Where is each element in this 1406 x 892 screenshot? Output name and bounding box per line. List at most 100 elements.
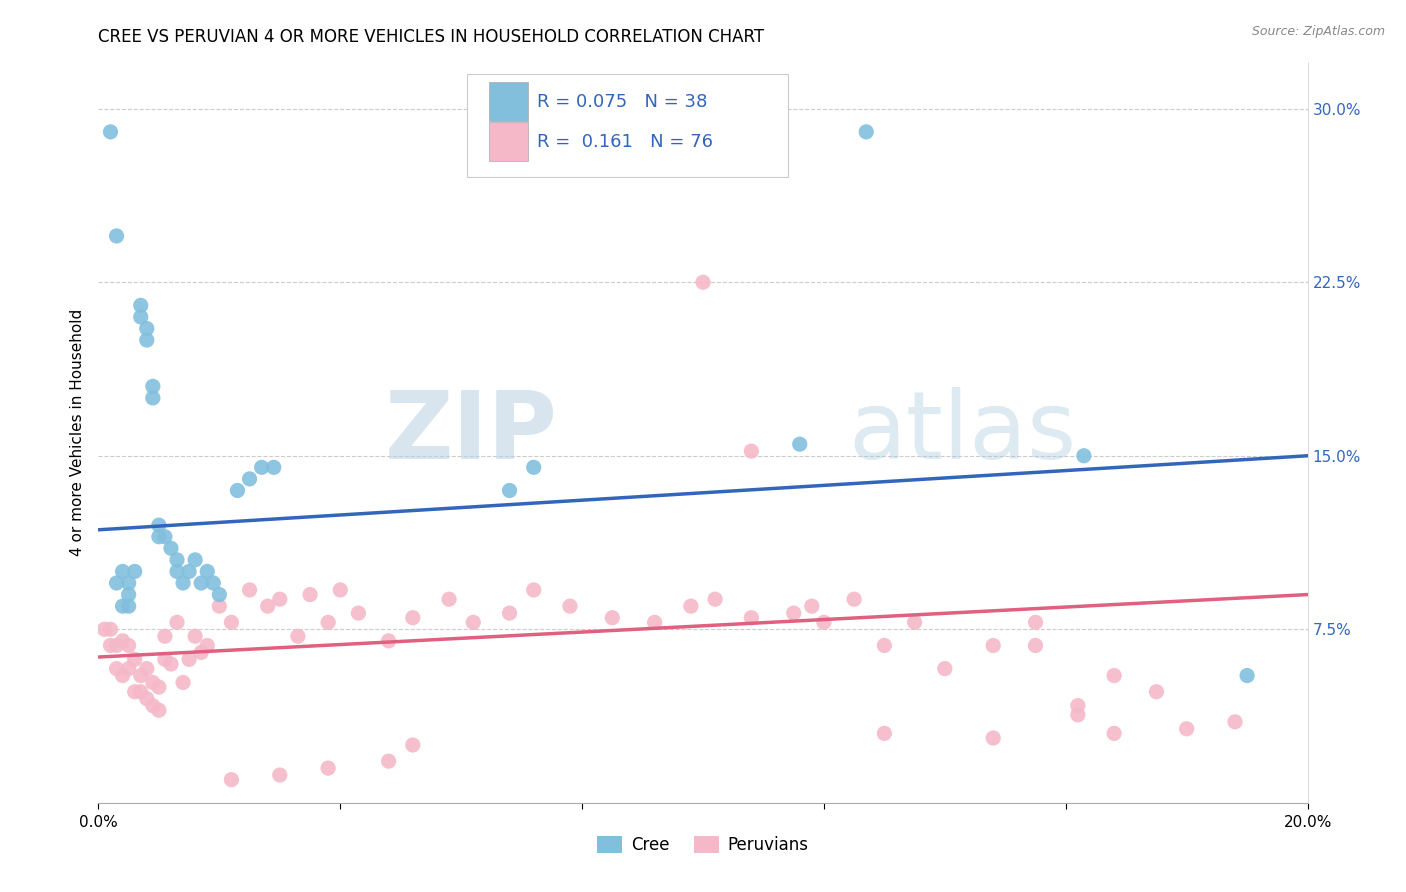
- Point: [813, 615, 835, 630]
- Point: [239, 582, 262, 597]
- Point: [221, 615, 243, 630]
- Point: [166, 565, 188, 579]
- Point: [142, 698, 165, 713]
- Point: [316, 761, 339, 775]
- Point: [100, 622, 122, 636]
- Point: [316, 615, 339, 630]
- Point: [239, 472, 262, 486]
- Point: [904, 615, 927, 630]
- Point: [783, 606, 806, 620]
- Point: [111, 565, 134, 579]
- Point: [602, 610, 624, 624]
- FancyBboxPatch shape: [467, 73, 787, 178]
- Point: [523, 582, 546, 597]
- Point: [105, 229, 128, 244]
- Point: [135, 333, 157, 347]
- Point: [118, 599, 141, 614]
- Point: [202, 576, 225, 591]
- Point: [153, 652, 176, 666]
- Point: [347, 606, 370, 620]
- Point: [226, 483, 249, 498]
- Point: [789, 437, 811, 451]
- Point: [105, 576, 128, 591]
- Legend: Cree, Peruvians: Cree, Peruvians: [591, 830, 815, 861]
- Point: [93, 622, 115, 636]
- Point: [873, 726, 896, 740]
- Point: [148, 530, 170, 544]
- Point: [800, 599, 823, 614]
- Point: [299, 588, 322, 602]
- Point: [179, 652, 201, 666]
- Point: [105, 639, 128, 653]
- Point: [195, 639, 218, 653]
- Point: [463, 615, 485, 630]
- Text: ZIP: ZIP: [385, 386, 558, 479]
- Point: [111, 668, 134, 682]
- Text: Source: ZipAtlas.com: Source: ZipAtlas.com: [1251, 25, 1385, 38]
- Point: [124, 565, 146, 579]
- Point: [523, 460, 546, 475]
- Point: [111, 599, 134, 614]
- Point: [1024, 615, 1046, 630]
- Point: [160, 657, 183, 671]
- Point: [1223, 714, 1246, 729]
- Point: [129, 310, 152, 324]
- Point: [118, 588, 141, 602]
- Point: [118, 639, 141, 653]
- Point: [100, 125, 122, 139]
- Point: [184, 629, 207, 643]
- Point: [148, 703, 170, 717]
- Point: [118, 662, 141, 676]
- Point: [135, 662, 157, 676]
- Point: [287, 629, 309, 643]
- Point: [855, 125, 877, 139]
- Point: [269, 592, 291, 607]
- Point: [148, 680, 170, 694]
- Point: [100, 639, 122, 653]
- Point: [263, 460, 285, 475]
- Text: CREE VS PERUVIAN 4 OR MORE VEHICLES IN HOUSEHOLD CORRELATION CHART: CREE VS PERUVIAN 4 OR MORE VEHICLES IN H…: [98, 28, 765, 45]
- Point: [1067, 698, 1090, 713]
- Point: [402, 738, 425, 752]
- Point: [190, 645, 212, 659]
- Point: [190, 576, 212, 591]
- Point: [498, 483, 520, 498]
- Text: R =  0.161   N = 76: R = 0.161 N = 76: [537, 133, 713, 151]
- Point: [166, 553, 188, 567]
- Point: [184, 553, 207, 567]
- Point: [692, 275, 714, 289]
- Point: [1067, 707, 1090, 722]
- Point: [153, 629, 176, 643]
- Point: [256, 599, 278, 614]
- Point: [166, 615, 188, 630]
- Point: [1144, 685, 1167, 699]
- Point: [1236, 668, 1258, 682]
- Text: atlas: atlas: [848, 386, 1077, 479]
- Point: [124, 685, 146, 699]
- Point: [124, 652, 146, 666]
- Y-axis label: 4 or more Vehicles in Household: 4 or more Vehicles in Household: [69, 309, 84, 557]
- Point: [269, 768, 291, 782]
- Point: [179, 565, 201, 579]
- Point: [148, 518, 170, 533]
- Point: [221, 772, 243, 787]
- Point: [740, 444, 762, 458]
- Point: [208, 588, 231, 602]
- Point: [740, 610, 762, 624]
- Point: [135, 321, 157, 335]
- Point: [934, 662, 956, 676]
- Point: [172, 675, 194, 690]
- Text: R = 0.075   N = 38: R = 0.075 N = 38: [537, 93, 707, 111]
- Point: [129, 685, 152, 699]
- Point: [111, 633, 134, 648]
- Point: [437, 592, 460, 607]
- Point: [142, 391, 165, 405]
- Point: [160, 541, 183, 556]
- Point: [105, 662, 128, 676]
- Point: [142, 675, 165, 690]
- Point: [329, 582, 352, 597]
- Point: [208, 599, 231, 614]
- Point: [679, 599, 702, 614]
- FancyBboxPatch shape: [489, 82, 527, 121]
- Point: [250, 460, 273, 475]
